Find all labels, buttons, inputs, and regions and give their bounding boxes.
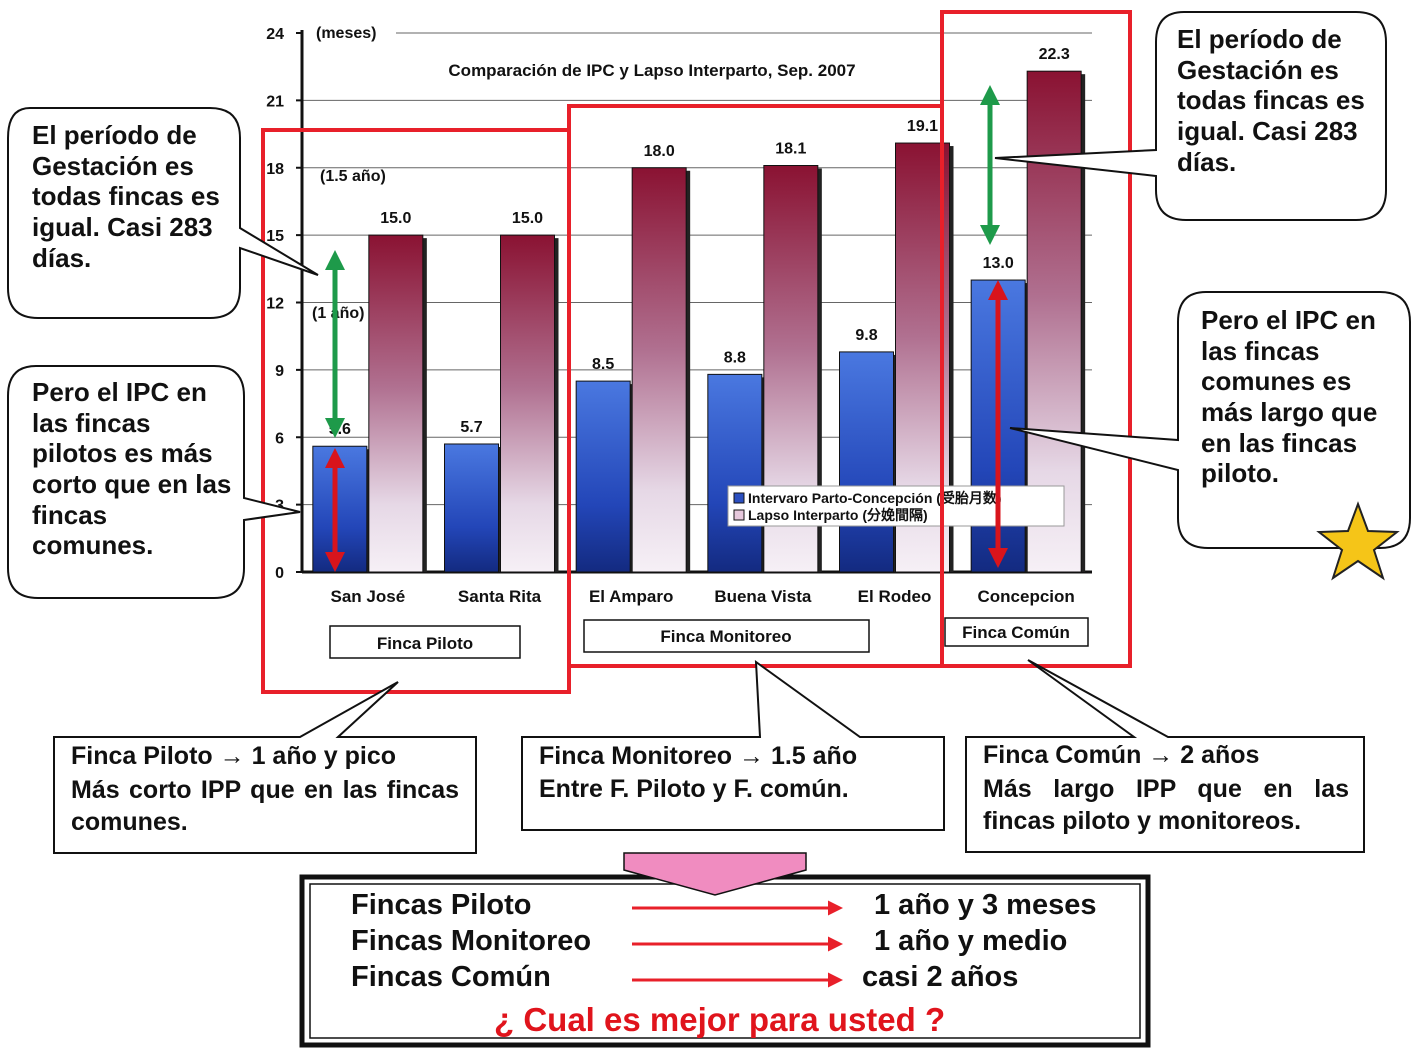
value-labels: 5.6 15.0 5.7 15.0 8.5 18.0 8.8 18.1 9.8 19.1 13.0 2… xyxy=(329,46,1070,438)
summary-label-piloto: Fincas Piloto xyxy=(351,889,532,921)
bar-lapso-san-jos- xyxy=(368,234,424,573)
note-piloto xyxy=(53,681,477,854)
value-label-ipc-san-jos-: 5.6 xyxy=(329,421,351,438)
value-label-lapso-santa-rita: 15.0 xyxy=(512,210,543,227)
summary-value-monitoreo: 1 año y medio xyxy=(874,925,1068,957)
y-tick-label-24: 24 xyxy=(266,26,284,43)
value-label-ipc-el-rodeo: 9.8 xyxy=(855,327,877,344)
legend-label-ipc: Intervaro Parto-Concepción (受胎月数) xyxy=(748,490,1002,506)
value-label-ipc-buena-vista: 8.8 xyxy=(724,349,746,366)
y-tick-label-18: 18 xyxy=(266,161,284,178)
bar-lapso-el-amparo xyxy=(631,167,687,573)
bar-ipc-el-amparo xyxy=(575,380,631,573)
note-comun-line1: Finca Común → 2 años xyxy=(983,741,1260,769)
category-labels: San José Santa Rita El Amparo Buena Vista El… xyxy=(331,587,1075,606)
legend-label-lapso: Lapso Interparto (分娩間隔) xyxy=(748,507,928,523)
summary-value-piloto: 1 año y 3 meses xyxy=(874,889,1097,921)
bar-ipc-buena-vista xyxy=(707,373,763,573)
chart: 03691215182124 (meses) Comparación de IP… xyxy=(266,25,1092,659)
y-tick-label-15: 15 xyxy=(266,228,284,245)
callout-left-bottom xyxy=(7,365,301,599)
callout-left-top xyxy=(7,107,319,319)
group-label-comun: Finca Común xyxy=(962,623,1070,642)
y-tick-label-6: 6 xyxy=(275,430,284,447)
value-label-lapso-san-jos-: 15.0 xyxy=(380,210,411,227)
note-comun-line2: Más largo IPP que en las fincas piloto y… xyxy=(983,775,1349,835)
summary-label-monitoreo: Fincas Monitoreo xyxy=(351,925,592,957)
group-label-piloto: Finca Piloto xyxy=(377,634,473,653)
legend: Intervaro Parto-Concepción (受胎月数) Lapso … xyxy=(727,485,1065,527)
note-comun xyxy=(965,659,1365,853)
y-tick-label-21: 21 xyxy=(266,93,284,110)
value-label-lapso-buena-vista: 18.1 xyxy=(775,141,806,158)
y-tick-label-9: 9 xyxy=(275,363,284,380)
note-monitoreo xyxy=(521,659,945,831)
annotation-1-year: (1 año) xyxy=(312,305,364,322)
group-box-piloto xyxy=(329,625,521,659)
category-label-0: San José xyxy=(331,587,406,606)
y-tick-label-12: 12 xyxy=(266,296,284,313)
note-monitoreo-line1: Finca Monitoreo → 1.5 año xyxy=(539,742,858,770)
callout-right-bottom xyxy=(1009,291,1411,549)
category-label-4: El Rodeo xyxy=(858,587,932,606)
value-label-lapso-el-amparo: 18.0 xyxy=(644,143,675,160)
star-icon xyxy=(1316,501,1400,581)
legend-swatch-maroon xyxy=(733,509,745,521)
y-tick-label-0: 0 xyxy=(275,565,284,582)
y-unit-label: (meses) xyxy=(316,25,376,42)
bar-ipc-el-rodeo xyxy=(839,351,894,573)
callout-right-top-text: El período de Gestación es todas fincas … xyxy=(1177,24,1365,177)
value-label-ipc-concepcion: 13.0 xyxy=(983,255,1014,272)
value-label-lapso-concepcion: 22.3 xyxy=(1039,46,1070,63)
value-label-ipc-el-amparo: 8.5 xyxy=(592,356,614,373)
gridlines xyxy=(296,32,1092,573)
bar-lapso-santa-rita xyxy=(500,234,555,573)
group-box-monitoreo xyxy=(583,619,870,653)
category-label-5: Concepcion xyxy=(978,587,1075,606)
annotation-1-5-year: (1.5 año) xyxy=(320,168,386,185)
callout-left-bottom-text: Pero el IPC en las fincas pilotos es más… xyxy=(32,377,232,561)
chart-title: Comparación de IPC y Lapso Interparto, S… xyxy=(448,61,855,80)
category-label-1: Santa Rita xyxy=(458,587,542,606)
legend-swatch-blue xyxy=(733,492,745,504)
note-piloto-line1: Finca Piloto → 1 año y pico xyxy=(71,742,397,770)
y-tick-labels: 03691215182124 xyxy=(266,26,284,582)
summary-down-arrow-icon xyxy=(623,852,807,896)
category-label-2: El Amparo xyxy=(589,587,673,606)
summary-value-comun: casi 2 años xyxy=(862,961,1019,993)
group-label-monitoreo: Finca Monitoreo xyxy=(660,627,791,646)
value-label-ipc-santa-rita: 5.7 xyxy=(460,419,482,436)
note-piloto-line2: Más corto IPP que en las fincas comunes. xyxy=(71,776,459,836)
summary-question: ¿ Cual es mejor para usted ? xyxy=(494,1001,946,1038)
summary-label-comun: Fincas Común xyxy=(351,961,551,993)
callout-right-top xyxy=(994,11,1387,221)
summary-box xyxy=(299,852,1151,1048)
category-label-3: Buena Vista xyxy=(714,587,812,606)
value-label-lapso-el-rodeo: 19.1 xyxy=(907,118,938,135)
bar-ipc-santa-rita xyxy=(444,443,499,573)
group-box-comun xyxy=(944,617,1089,647)
callout-left-top-text: El período de Gestación es todas fincas … xyxy=(32,120,220,273)
callout-right-bottom-text: Pero el IPC en las fincas comunes es más… xyxy=(1201,305,1378,489)
bar-ipc-san-jos- xyxy=(312,445,368,573)
note-monitoreo-line2: Entre F. Piloto y F. común. xyxy=(539,775,849,803)
